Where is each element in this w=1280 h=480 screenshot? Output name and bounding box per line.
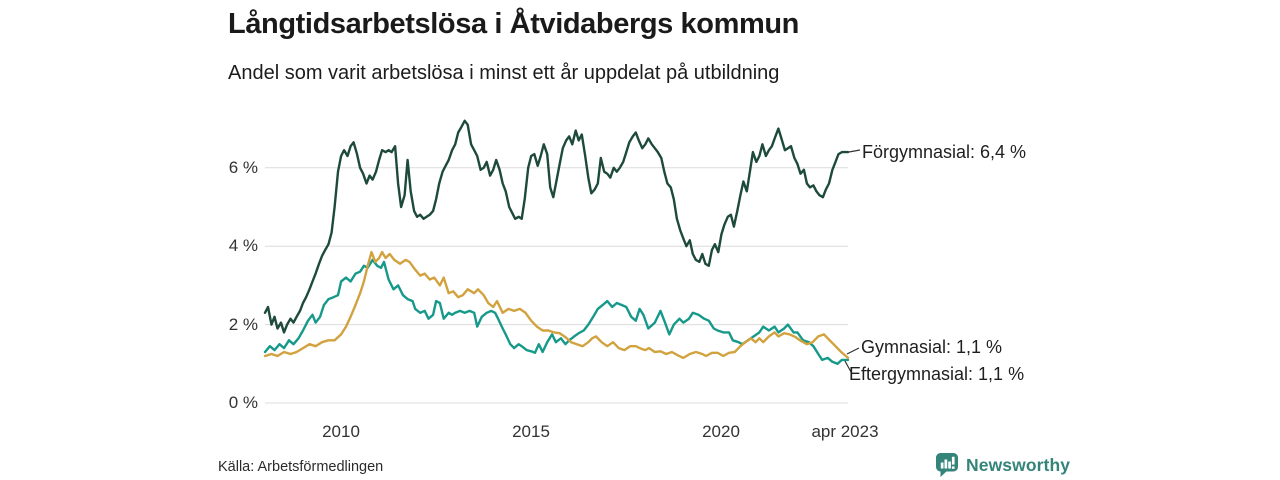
series-line-forgymnasial: [263, 119, 850, 334]
series-label-eftergymnasial: Eftergymnasial: 1,1 %: [849, 364, 1025, 384]
x-tick-2020: 2020: [702, 422, 740, 441]
newsworthy-logo-icon: [936, 453, 958, 477]
gridlines: [265, 167, 848, 404]
y-tick-0: 0 %: [228, 393, 258, 412]
connector-forgymnasial: [848, 149, 861, 153]
connector-eftergymnasial: [844, 360, 852, 373]
source-note: Källa: Arbetsförmedlingen: [218, 459, 384, 475]
newsworthy-brand: Newsworthy: [935, 452, 1070, 478]
y-tick-2: 2 %: [228, 315, 258, 334]
x-tick-2015: 2015: [512, 422, 550, 441]
y-tick-4: 4 %: [228, 236, 258, 255]
page-title: Långtidsarbetslösa i Åtvidabergs kommun: [228, 8, 799, 40]
series-line-eftergymnasial: [263, 250, 850, 360]
y-tick-6: 6 %: [228, 158, 258, 177]
series-line-gymnasial: [263, 258, 850, 365]
newsworthy-brand-text: Newsworthy: [966, 454, 1071, 475]
x-tick-apr-2023: apr 2023: [811, 422, 879, 441]
label-connectors: [844, 149, 861, 373]
series-label-gymnasial: Gymnasial: 1,1 %: [861, 337, 1003, 357]
series-lines: [263, 119, 850, 365]
series-label-forgymnasial: Förgymnasial: 6,4 %: [862, 142, 1027, 162]
connector-gymnasial: [846, 347, 860, 355]
x-tick-2010: 2010: [322, 422, 360, 441]
page-subtitle: Andel som varit arbetslösa i minst ett å…: [228, 62, 780, 84]
